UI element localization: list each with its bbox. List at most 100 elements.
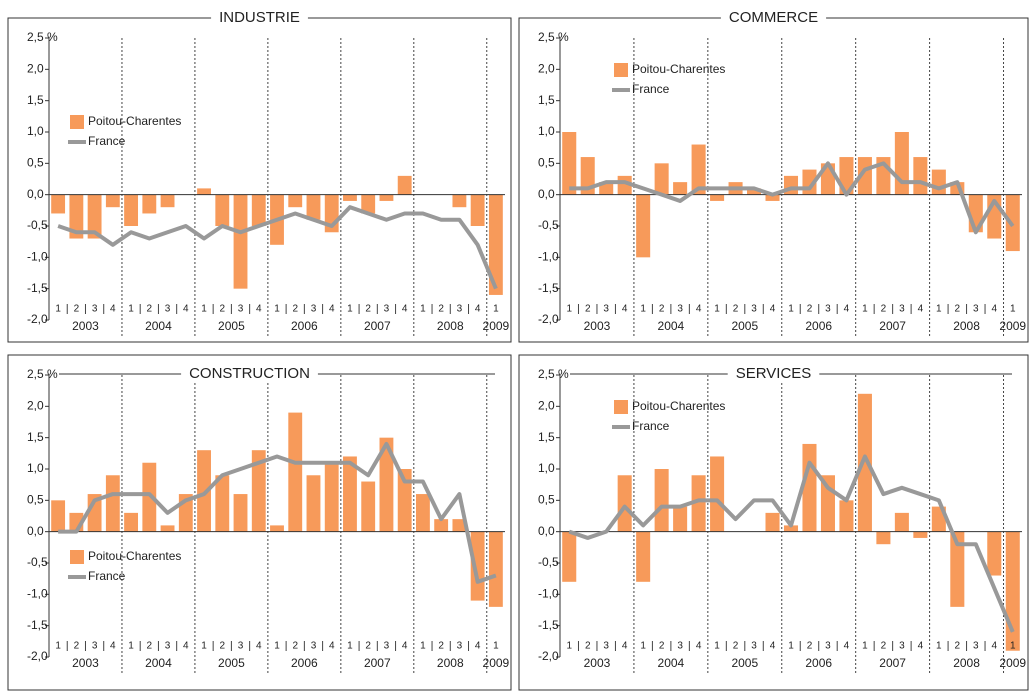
x-tick-label: 1: [201, 641, 207, 652]
bar: [215, 475, 230, 532]
year-label: 2006: [805, 319, 832, 333]
y-tick-label: 0,5: [27, 156, 44, 170]
bar: [288, 194, 303, 208]
x-tick-label: 3: [165, 641, 171, 652]
chart-title: COMMERCE: [729, 9, 818, 26]
panel-frame: [518, 354, 1029, 691]
bar: [361, 481, 376, 532]
bar: [343, 456, 357, 532]
x-tick-label: 3: [92, 641, 98, 652]
x-tick-label: 2: [881, 304, 887, 315]
bar: [51, 194, 66, 214]
y-tick-label: -0,5: [27, 218, 48, 232]
bar: [913, 531, 928, 538]
x-tick-label: 1: [420, 641, 426, 652]
bar: [765, 512, 780, 532]
y-tick-label: -0,5: [27, 555, 48, 569]
year-label: 2005: [218, 319, 245, 333]
title-background: [181, 366, 318, 382]
x-tick-label: 2: [881, 641, 887, 652]
x-tick-label: 2: [733, 304, 739, 315]
legend-label: Poitou-Charentes: [88, 114, 181, 128]
y-tick-label: -0,5: [538, 218, 559, 232]
x-tick-label: 1: [493, 641, 499, 652]
x-tick-label: 2: [438, 304, 444, 315]
chart-title: SERVICES: [736, 365, 812, 382]
x-tick-label: 1: [788, 304, 794, 315]
bar: [710, 194, 725, 201]
x-tick-label: 1: [1010, 304, 1016, 315]
year-label: 2006: [291, 656, 318, 670]
year-label: 2009: [483, 319, 510, 333]
x-tick-label: 4: [402, 304, 408, 315]
x-tick-label: 2: [955, 641, 961, 652]
x-tick-label: 1: [640, 641, 646, 652]
year-label: 2009: [999, 319, 1026, 333]
bar: [343, 194, 357, 201]
title-background: [211, 10, 308, 26]
x-tick-label: 4: [991, 641, 997, 652]
bar: [415, 494, 430, 532]
bar: [857, 393, 872, 532]
y-tick-label: -1,5: [538, 618, 559, 632]
legend-swatch: [614, 400, 628, 414]
x-tick-label: 3: [457, 304, 463, 315]
bar: [251, 194, 266, 226]
x-tick-label: 1: [128, 641, 134, 652]
bar: [673, 506, 688, 532]
y-tick-label: 2,0: [538, 62, 555, 76]
x-tick-label: 3: [751, 641, 757, 652]
x-tick-label: 2: [807, 641, 813, 652]
bar: [691, 475, 706, 532]
x-tick-label: 1: [347, 304, 353, 315]
year-label: 2008: [953, 656, 980, 670]
legend-label: France: [632, 419, 670, 433]
year-label: 2008: [953, 319, 980, 333]
y-tick-label: -1,0: [538, 587, 559, 601]
x-tick-label: 2: [147, 304, 153, 315]
bar: [876, 531, 891, 545]
bar: [654, 469, 669, 532]
y-tick-label: 2,5 %: [27, 367, 58, 381]
x-tick-label: 3: [825, 641, 831, 652]
x-tick-label: 1: [714, 641, 720, 652]
line-series: [58, 441, 497, 584]
x-tick-label: 1: [420, 304, 426, 315]
bar: [470, 194, 485, 226]
x-tick-label: 2: [585, 641, 591, 652]
x-tick-label: 3: [384, 641, 390, 652]
x-tick-label: 3: [677, 304, 683, 315]
x-tick-label: 4: [696, 304, 702, 315]
bar: [783, 525, 799, 532]
y-tick-label: -2,0: [538, 312, 559, 326]
x-tick-label: 4: [256, 304, 262, 315]
bar: [562, 132, 577, 195]
year-label: 2007: [364, 656, 391, 670]
x-tick-label: 4: [844, 641, 850, 652]
year-label: 2003: [72, 319, 99, 333]
panel-frame: [7, 354, 512, 691]
bar: [105, 475, 120, 532]
bar: [950, 531, 965, 607]
bar: [215, 194, 230, 226]
x-tick-label: 4: [696, 641, 702, 652]
bar: [124, 194, 139, 226]
year-label: 2005: [731, 656, 758, 670]
x-tick-label: 3: [973, 641, 979, 652]
bar: [434, 519, 449, 532]
x-tick-label: 4: [329, 641, 335, 652]
bar: [839, 500, 854, 532]
y-tick-label: -0,5: [538, 555, 559, 569]
bar: [233, 194, 248, 289]
y-tick-label: 1,0: [27, 124, 44, 138]
x-tick-label: 3: [311, 304, 317, 315]
bar: [470, 531, 485, 601]
bar: [636, 531, 651, 582]
bar: [270, 525, 284, 532]
bar: [673, 182, 688, 195]
legend-label: France: [88, 569, 126, 583]
x-tick-label: 4: [256, 641, 262, 652]
legend-label: Poitou-Charentes: [632, 62, 725, 76]
x-tick-label: 1: [862, 641, 868, 652]
x-tick-label: 2: [74, 304, 80, 315]
